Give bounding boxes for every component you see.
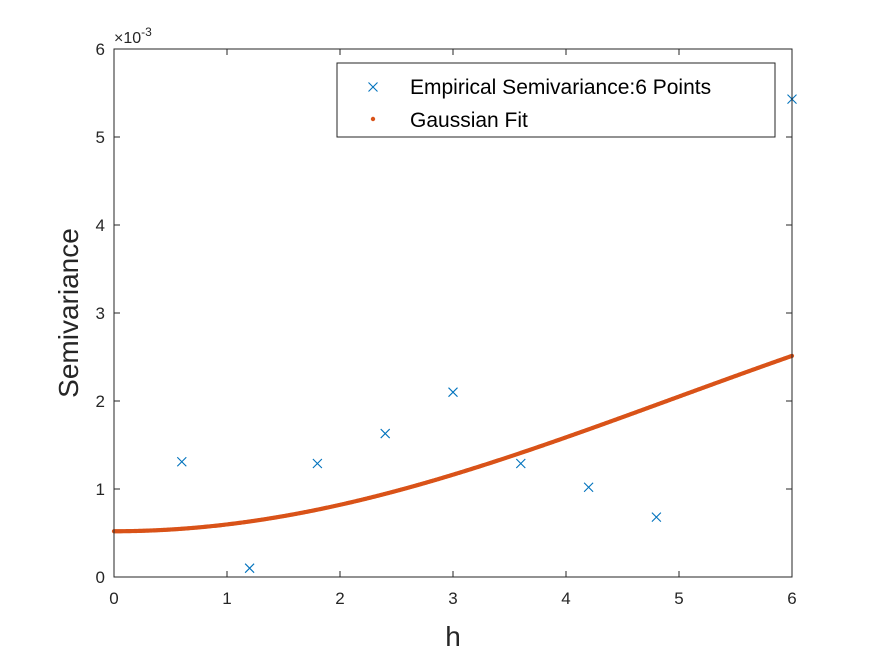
empirical-points: [176, 94, 797, 574]
gaussian-fit-curve: [111, 353, 795, 534]
x-tick-label: 6: [787, 589, 796, 608]
legend-marker-dot-icon: [370, 116, 376, 122]
y-exponent-label: ×10-3: [114, 25, 152, 47]
empirical-point: [583, 482, 594, 493]
y-tick-label: 3: [96, 304, 105, 323]
x-axis-ticks: 0 1 2 3 4 5 6: [109, 49, 797, 608]
legend-dot-marker: [370, 116, 376, 122]
x-tick-label: 1: [222, 589, 231, 608]
x-tick-label: 5: [674, 589, 683, 608]
x-tick-label: 0: [109, 589, 118, 608]
y-tick-label: 0: [96, 568, 105, 587]
legend: Empirical Semivariance:6 Points Gaussian…: [336, 62, 776, 138]
empirical-point: [176, 456, 187, 467]
x-tick-label: 4: [561, 589, 570, 608]
legend-label-empirical: Empirical Semivariance:6 Points: [410, 76, 711, 99]
legend-box: [336, 62, 776, 138]
y-tick-label: 6: [96, 40, 105, 59]
y-axis-title: Semivariance: [53, 228, 84, 398]
y-tick-label: 1: [96, 480, 105, 499]
empirical-point: [651, 512, 662, 523]
legend-label-gaussian-fit: Gaussian Fit: [410, 109, 528, 132]
x-tick-label: 2: [335, 589, 344, 608]
empirical-point: [244, 563, 255, 574]
y-exponent-power: -3: [141, 25, 152, 39]
empirical-point: [312, 458, 323, 469]
y-tick-label: 5: [96, 128, 105, 147]
legend-marker-x-icon: [368, 82, 378, 92]
y-tick-label: 2: [96, 392, 105, 411]
y-axis-ticks: 0 1 2 3 4 5 6: [96, 40, 792, 587]
x-axis-title: h: [445, 621, 461, 652]
empirical-point: [515, 458, 526, 469]
empirical-point: [448, 387, 458, 398]
y-exponent-base: ×10: [114, 30, 141, 47]
x-tick-label: 3: [448, 589, 457, 608]
empirical-point: [380, 428, 391, 439]
legend-x-marker: [368, 82, 378, 92]
y-tick-label: 4: [96, 216, 105, 235]
